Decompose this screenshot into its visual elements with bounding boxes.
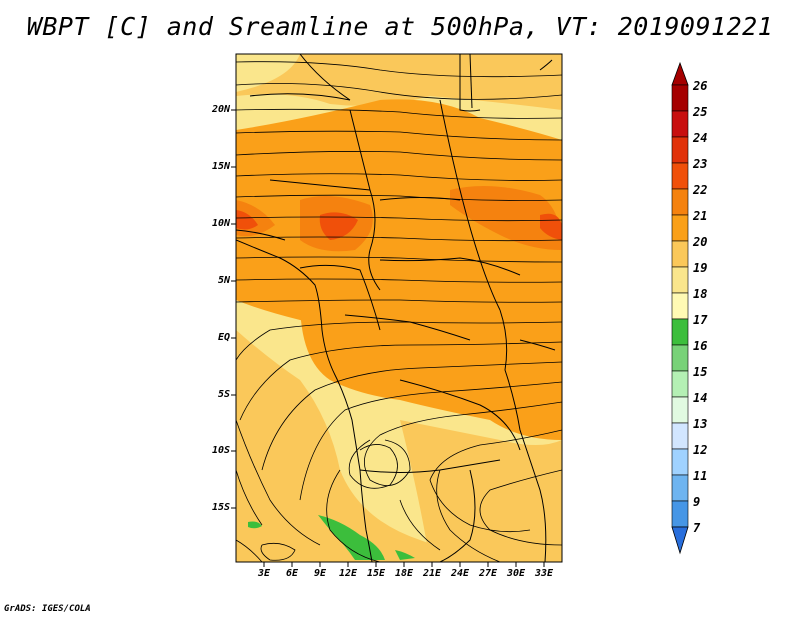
colorbar-swatch: [671, 318, 689, 346]
colorbar-swatch: [671, 448, 689, 476]
lon-label: 27E: [478, 568, 498, 579]
lon-label: 12E: [338, 568, 358, 579]
wbpt-region-sahara: [236, 54, 300, 92]
wbpt-region-south-atlantic: [236, 330, 480, 562]
lat-label: 5S: [217, 389, 230, 400]
colorbar-swatch: [671, 214, 689, 242]
colorbar-label: 9: [693, 495, 701, 509]
lon-label: 9E: [313, 568, 327, 579]
coastlines-borders: [236, 54, 556, 562]
lon-label: 6E: [285, 568, 299, 579]
colorbar: [671, 61, 689, 555]
colorbar-label: 24: [693, 131, 708, 145]
colorbar-swatch: [671, 474, 689, 502]
lat-label: 15S: [211, 502, 230, 513]
lon-label: 33E: [534, 568, 554, 579]
colorbar-swatch: [671, 240, 689, 268]
wbpt-region-23c-coast: [236, 210, 258, 230]
chart-title: WBPT [C] and Sreamline at 500hPa, VT: 20…: [26, 12, 774, 41]
colorbar-label: 11: [693, 469, 708, 483]
colorbar-label: 15: [693, 365, 708, 379]
colorbar-swatch: [671, 84, 689, 112]
colorbar-swatch: [671, 422, 689, 450]
colorbar-label: 12: [693, 443, 708, 457]
colorbar-label: 13: [693, 417, 708, 431]
wbpt-region-north: [236, 54, 562, 110]
lon-label: 21E: [422, 568, 442, 579]
map-plot-area: [236, 54, 562, 562]
colorbar-label: 21: [693, 209, 708, 223]
wbpt-region-southeast: [400, 420, 562, 562]
colorbar-swatch: [671, 344, 689, 372]
wbpt-region-18c-west: [248, 521, 262, 529]
colorbar-label: 25: [693, 105, 708, 119]
colorbar-swatch: [671, 162, 689, 190]
wbpt-region-18c-south: [318, 515, 385, 560]
lat-label: 15N: [211, 161, 230, 172]
streamlines: [236, 61, 562, 562]
wbpt-region-22c-east: [450, 186, 562, 250]
colorbar-label: 20: [693, 235, 708, 249]
lon-label: 30E: [506, 568, 526, 579]
map-frame: [235, 53, 563, 563]
lat-label: 10N: [211, 218, 230, 229]
colorbar-label: 16: [693, 339, 708, 353]
wbpt-region-23c-west: [319, 212, 358, 240]
colorbar-swatch: [671, 188, 689, 216]
colorbar-label: 26: [693, 79, 708, 93]
lat-label: 10S: [211, 445, 230, 456]
lon-label: 15E: [366, 568, 386, 579]
colorbar-swatch: [671, 370, 689, 398]
colorbar-swatch: [671, 136, 689, 164]
lon-label: 3E: [257, 568, 271, 579]
wbpt-region-18c-patch: [395, 550, 415, 560]
colorbar-label: 22: [693, 183, 708, 197]
lat-label: EQ: [217, 332, 230, 343]
software-credit: GrADS: IGES/COLA: [4, 604, 91, 614]
lat-label: 5N: [217, 275, 230, 286]
colorbar-swatch: [671, 110, 689, 138]
colorbar-swatch: [671, 266, 689, 294]
lon-label: 18E: [394, 568, 414, 579]
colorbar-bottom-arrow: [671, 526, 689, 555]
colorbar-top-arrow: [671, 61, 689, 86]
lat-label: 20N: [211, 104, 230, 115]
colorbar-label: 17: [693, 313, 708, 327]
colorbar-label: 7: [693, 521, 701, 535]
axis-ticks: [231, 109, 545, 567]
colorbar-swatch: [671, 292, 689, 320]
colorbar-swatch: [671, 396, 689, 424]
colorbar-swatch: [671, 500, 689, 528]
lon-label: 24E: [450, 568, 470, 579]
colorbar-label: 18: [693, 287, 708, 301]
colorbar-label: 23: [693, 157, 708, 171]
colorbar-label: 14: [693, 391, 708, 405]
colorbar-label: 19: [693, 261, 708, 275]
